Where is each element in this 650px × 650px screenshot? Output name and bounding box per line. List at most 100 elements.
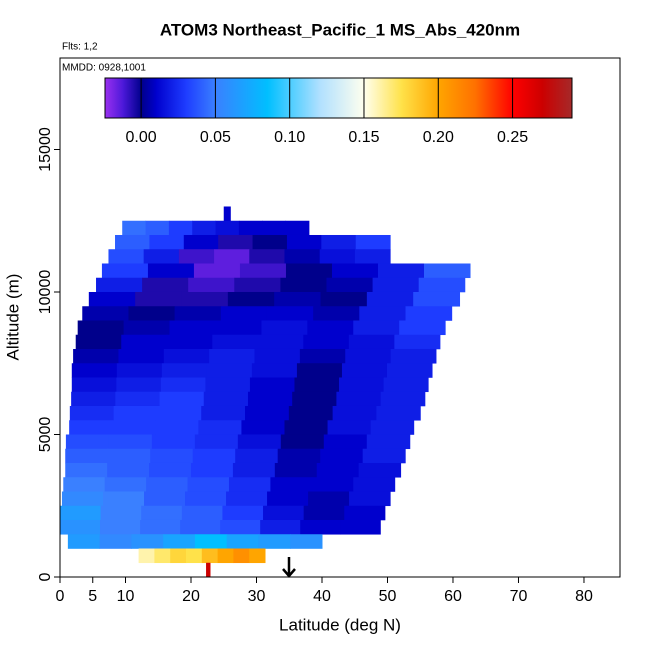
colorbar-segment [363, 78, 402, 118]
heat-cell [118, 348, 165, 364]
heat-cell [254, 348, 301, 364]
colorbar-segment [267, 78, 320, 118]
heat-cell [188, 277, 235, 293]
heat-cell [284, 249, 321, 264]
heat-cell [168, 220, 193, 236]
heat-cell [235, 448, 279, 464]
heat-cell [163, 348, 210, 364]
heat-cell [128, 306, 176, 321]
heat-cell [353, 477, 396, 492]
heat-cell [65, 462, 108, 478]
heat-cell [288, 405, 334, 421]
heat-cell [131, 534, 164, 549]
heat-cell [157, 405, 202, 421]
heat-cell [249, 249, 285, 264]
heat-cell [71, 391, 116, 407]
heat-cell [249, 377, 295, 393]
heat-cell [198, 420, 242, 435]
heat-cell [65, 448, 109, 464]
heat-cell [150, 448, 194, 464]
heat-cell [174, 306, 222, 321]
heat-cell [71, 363, 118, 378]
heat-cell [249, 548, 266, 564]
heat-cell [326, 277, 374, 293]
heat-cell [234, 277, 281, 293]
colorbar-segment [215, 78, 268, 118]
heat-cell [206, 562, 211, 578]
heat-cell [280, 277, 327, 293]
heat-cell [237, 434, 282, 450]
x-tick-label: 10 [117, 588, 135, 605]
heat-cell [149, 234, 185, 250]
heat-cell [332, 405, 377, 421]
heat-cell [327, 420, 372, 435]
heat-cell [69, 420, 113, 435]
colorbar: 0.00 0.05 0.10 0.15 0.20 0.25 [104, 77, 573, 146]
heat-cell [220, 519, 261, 535]
colorbar-segment [105, 78, 124, 118]
heat-cell [223, 206, 231, 222]
heat-cell [138, 548, 155, 564]
y-tick-label: 0 [37, 572, 54, 581]
heat-cell [370, 420, 415, 435]
heat-cell [115, 234, 150, 250]
heat-cell [104, 477, 147, 492]
heat-cell [201, 548, 219, 564]
annotation: Flts: 1,2 [62, 42, 98, 53]
heat-cell [366, 291, 414, 307]
colorbar-segment [185, 78, 216, 118]
heat-cell [354, 249, 391, 264]
heat-cell [166, 334, 213, 350]
heat-cell [258, 534, 291, 549]
heat-cell [218, 234, 254, 250]
heat-cell [321, 234, 357, 250]
heat-cell [331, 263, 379, 279]
heat-cell [399, 320, 446, 336]
heat-cell [108, 434, 153, 450]
heat-cell [345, 348, 392, 364]
heat-cell [308, 491, 350, 507]
heat-cell [77, 320, 125, 336]
heat-cell [348, 334, 395, 350]
heat-cell [107, 448, 151, 464]
heat-cell [185, 491, 227, 507]
heat-cell [413, 291, 461, 307]
heat-cell [194, 534, 228, 549]
heat-cell [71, 377, 117, 393]
heat-cell [313, 306, 360, 321]
heat-cell [155, 420, 199, 435]
heat-cell [267, 491, 309, 507]
heat-cell [418, 277, 466, 293]
heat-cell [149, 462, 192, 478]
heat-cell [380, 391, 426, 407]
heat-cell [102, 491, 145, 507]
heat-cell [181, 505, 223, 521]
heat-cell [181, 291, 229, 307]
heat-cell [307, 320, 354, 336]
heat-cell [107, 462, 150, 478]
heat-cell [270, 477, 313, 492]
heat-cell [96, 277, 143, 293]
heat-cell [65, 434, 110, 450]
colorbar-tick-label: 0.15 [348, 129, 379, 146]
heat-cell [320, 291, 368, 307]
heat-cell [311, 477, 354, 492]
heat-cell [233, 548, 250, 564]
heat-cell [262, 220, 287, 236]
heat-cell [220, 306, 268, 321]
colorbar-tick-label: 0.20 [423, 129, 454, 146]
x-tick-label: 40 [313, 588, 331, 605]
heat-cell [349, 491, 391, 507]
heat-cell [336, 391, 382, 407]
heat-cell [147, 263, 195, 279]
heat-cell [108, 249, 145, 264]
heat-cell [355, 234, 391, 250]
heat-cell [226, 491, 268, 507]
heat-cell [75, 334, 122, 350]
heat-cell [285, 220, 310, 236]
heat-cell [320, 448, 364, 464]
heat-cell [316, 462, 360, 478]
heat-cell [263, 505, 305, 521]
heat-cell [339, 377, 385, 393]
